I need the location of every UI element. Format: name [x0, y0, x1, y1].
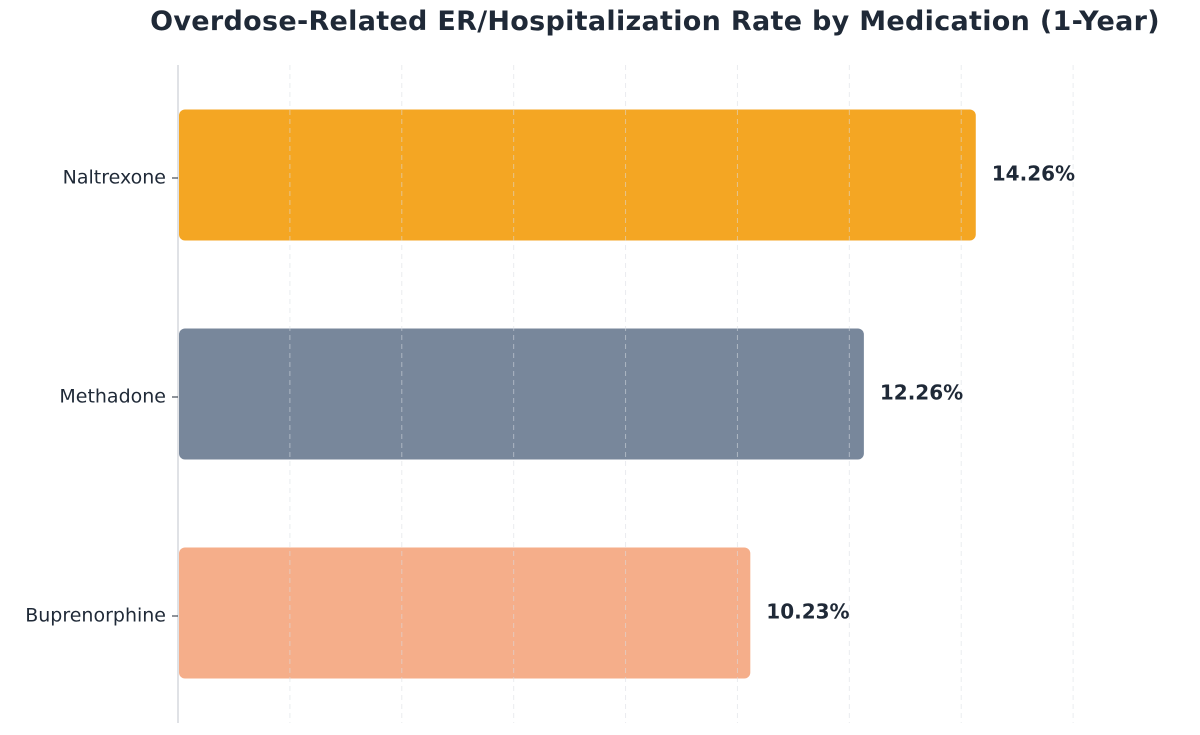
- category-label-naltrexone: Naltrexone: [63, 167, 166, 189]
- value-label-naltrexone: 14.26%: [992, 162, 1075, 186]
- category-label-methadone: Methadone: [59, 386, 166, 408]
- bars: [179, 109, 976, 679]
- value-label-methadone: 12.26%: [880, 381, 963, 405]
- value-label-buprenorphine: 10.23%: [766, 600, 849, 624]
- bar-methadone: [179, 328, 864, 460]
- chart-title: Overdose-Related ER/Hospitalization Rate…: [150, 6, 1160, 37]
- bar-naltrexone: [179, 109, 976, 241]
- category-label-buprenorphine: Buprenorphine: [25, 605, 166, 627]
- x-gridlines: [289, 65, 1074, 723]
- bar-buprenorphine: [179, 547, 751, 679]
